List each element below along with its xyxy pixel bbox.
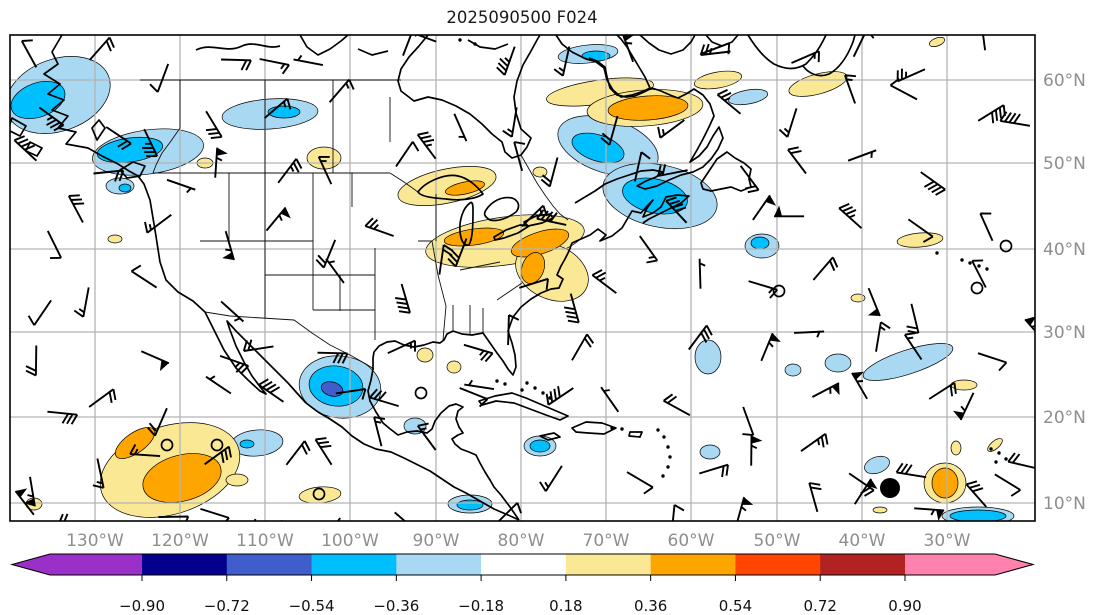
colorbar-tick-label: −0.36 (373, 597, 419, 615)
lat-tick-label: 60°N (1043, 71, 1086, 91)
colorbar-tick-label: −0.54 (289, 597, 335, 615)
lon-tick-label: 60°W (668, 531, 715, 551)
lon-tick-label: 50°W (754, 531, 801, 551)
lon-tick-label: 40°W (839, 531, 886, 551)
shaded-region (114, 427, 156, 459)
colorbar-tick-label: −0.72 (204, 597, 250, 615)
shaded-region (118, 183, 132, 193)
shaded-region (142, 453, 222, 503)
shaded-region (107, 234, 123, 244)
colorbar-segment (396, 554, 482, 575)
colorbar-segment (565, 554, 652, 575)
shaded-region (750, 236, 770, 250)
lon-tick-label: 90°W (413, 531, 460, 551)
colorbar-segment (820, 554, 906, 575)
small-island-dots (458, 38, 1008, 478)
shaded-region (456, 499, 484, 511)
colorbar-tick-label: 0.90 (888, 597, 921, 615)
shaded-region (416, 347, 434, 363)
lon-tick-label: 120°W (151, 531, 209, 551)
lat-tick-label: 40°N (1043, 240, 1086, 260)
shaded-region (532, 166, 548, 178)
colorbar-tick-label: 0.54 (719, 597, 752, 615)
map-inner (10, 35, 1035, 521)
lon-tick-label: 30°W (924, 531, 971, 551)
shaded-region (727, 88, 769, 106)
colorbar-tick-label: −0.18 (458, 597, 504, 615)
political-borders (140, 79, 569, 370)
longitude-axis-labels: 130°W 120°W 110°W 100°W 90°W 80°W 70°W 60°W 50°W… (66, 531, 971, 551)
lon-tick-label: 70°W (583, 531, 630, 551)
lat-tick-label: 20°N (1043, 408, 1086, 428)
shaded-region (446, 360, 462, 374)
lon-tick-label: 100°W (321, 531, 379, 551)
colorbar-extend-right (905, 554, 1033, 575)
colorbar-segment (142, 554, 228, 575)
lon-tick-label: 110°W (236, 531, 294, 551)
shaded-region (864, 455, 890, 475)
shaded-region (699, 444, 721, 460)
lon-tick-label: 80°W (498, 531, 545, 551)
shaded-region (510, 228, 570, 258)
shaded-region (950, 440, 962, 456)
shaded-region (225, 473, 249, 487)
lat-tick-label: 10°N (1043, 494, 1086, 514)
filled-station-dot (880, 478, 900, 498)
colorbar-segment (735, 554, 821, 575)
colorbar: −0.90 −0.72 −0.54 −0.36 −0.18 0.18 0.36 0.54 0.7… (9, 553, 1036, 615)
shaded-region (520, 252, 546, 284)
colorbar-tick-label: 0.18 (549, 597, 582, 615)
wind-barbs (13, 35, 1035, 521)
colorbar-outline (9, 553, 1036, 576)
colorbar-segment (311, 554, 397, 575)
shaded-region (987, 438, 1003, 452)
colorbar-segment (226, 554, 313, 575)
colorbar-extend-left (12, 554, 142, 575)
lat-tick-label: 50°N (1043, 154, 1086, 174)
lat-tick-label: 30°N (1043, 323, 1086, 343)
shaded-region (784, 363, 802, 377)
colorbar-tick-label: 0.36 (634, 597, 667, 615)
shaded-region (824, 353, 852, 373)
shaded-region (931, 467, 959, 499)
graticule-gridlines (10, 35, 1035, 521)
shaded-region (896, 232, 944, 248)
shaded-region (239, 439, 255, 449)
shaded-region (607, 95, 689, 121)
colorbar-tick-label: −0.90 (119, 597, 165, 615)
shaded-region (872, 506, 888, 514)
colorbar-segment (650, 554, 736, 575)
shaded-region (306, 146, 342, 170)
calm-wind-circles (160, 239, 1013, 501)
coastlines (10, 35, 856, 521)
shaded-region (529, 439, 551, 453)
latitude-axis-labels: 60°N 50°N 40°N 30°N 20°N 10°N (1043, 71, 1086, 514)
shaded-region (862, 343, 954, 381)
shaded-region (949, 509, 1007, 521)
shaded-region (694, 339, 722, 375)
colorbar-tick-label: 0.72 (804, 597, 837, 615)
lon-tick-label: 130°W (66, 531, 124, 551)
shaded-region (929, 37, 945, 47)
colorbar-segment (481, 554, 567, 575)
shaded-region (850, 293, 866, 303)
shaded-region (788, 71, 848, 97)
figure-title: 2025090500 F024 (446, 8, 597, 27)
map-frame (9, 34, 1036, 522)
